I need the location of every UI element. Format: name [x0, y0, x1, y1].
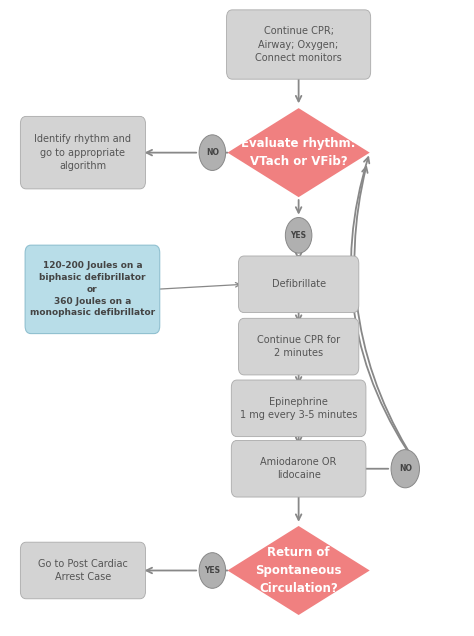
FancyBboxPatch shape — [20, 542, 146, 599]
FancyBboxPatch shape — [231, 440, 366, 497]
Text: Epinephrine
1 mg every 3-5 minutes: Epinephrine 1 mg every 3-5 minutes — [240, 397, 357, 420]
FancyBboxPatch shape — [20, 116, 146, 189]
FancyBboxPatch shape — [238, 256, 359, 312]
Text: NO: NO — [206, 148, 219, 157]
Text: YES: YES — [291, 231, 307, 240]
Circle shape — [199, 135, 226, 170]
Polygon shape — [228, 526, 370, 615]
Text: Continue CPR;
Airway; Oxygen;
Connect monitors: Continue CPR; Airway; Oxygen; Connect mo… — [255, 26, 342, 63]
FancyBboxPatch shape — [238, 319, 359, 375]
Text: Defibrillate: Defibrillate — [272, 279, 326, 289]
Circle shape — [285, 218, 312, 253]
Text: Continue CPR for
2 minutes: Continue CPR for 2 minutes — [257, 335, 340, 358]
Text: NO: NO — [399, 464, 412, 473]
Circle shape — [199, 553, 226, 588]
Circle shape — [391, 450, 419, 488]
FancyBboxPatch shape — [231, 380, 366, 436]
Text: 120-200 Joules on a
biphasic defibrillator
or
360 Joules on a
monophasic defibri: 120-200 Joules on a biphasic defibrillat… — [30, 261, 155, 317]
Polygon shape — [228, 108, 370, 197]
Text: Go to Post Cardiac
Arrest Case: Go to Post Cardiac Arrest Case — [38, 559, 128, 582]
FancyBboxPatch shape — [227, 10, 371, 79]
Text: Return of
Spontaneous
Circulation?: Return of Spontaneous Circulation? — [255, 546, 342, 595]
Text: Identify rhythm and
go to appropriate
algorithm: Identify rhythm and go to appropriate al… — [35, 134, 131, 171]
Text: Amiodarone OR
lidocaine: Amiodarone OR lidocaine — [260, 457, 337, 480]
Text: Evaluate rhythm:
VTach or VFib?: Evaluate rhythm: VTach or VFib? — [241, 137, 356, 168]
FancyBboxPatch shape — [25, 245, 160, 333]
Text: YES: YES — [204, 566, 220, 575]
